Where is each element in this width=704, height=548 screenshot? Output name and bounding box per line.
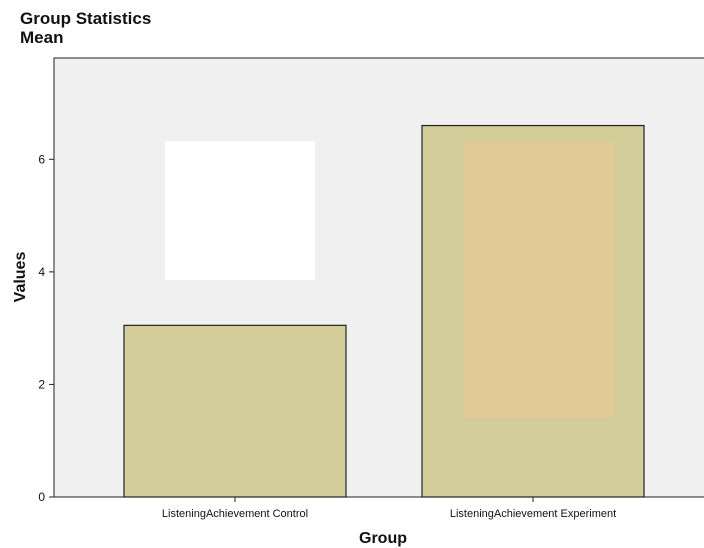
- y-tick-label: 6: [38, 152, 45, 166]
- y-tick-label: 0: [38, 490, 45, 504]
- y-tick-label: 4: [38, 265, 45, 279]
- chart-subtitle: Mean: [20, 28, 64, 47]
- x-tick-label: ListeningAchievement Control: [162, 508, 308, 520]
- y-tick-label: 2: [38, 377, 45, 391]
- chart-title: Group Statistics: [20, 9, 152, 28]
- x-axis-label: Group: [359, 530, 407, 547]
- white-overlay-box: [165, 141, 315, 280]
- y-axis-label: Values: [12, 252, 29, 303]
- x-tick-label: ListeningAchievement Experiment: [450, 508, 616, 520]
- bar-1: [123, 324, 347, 498]
- tan-overlay-box: [464, 141, 614, 418]
